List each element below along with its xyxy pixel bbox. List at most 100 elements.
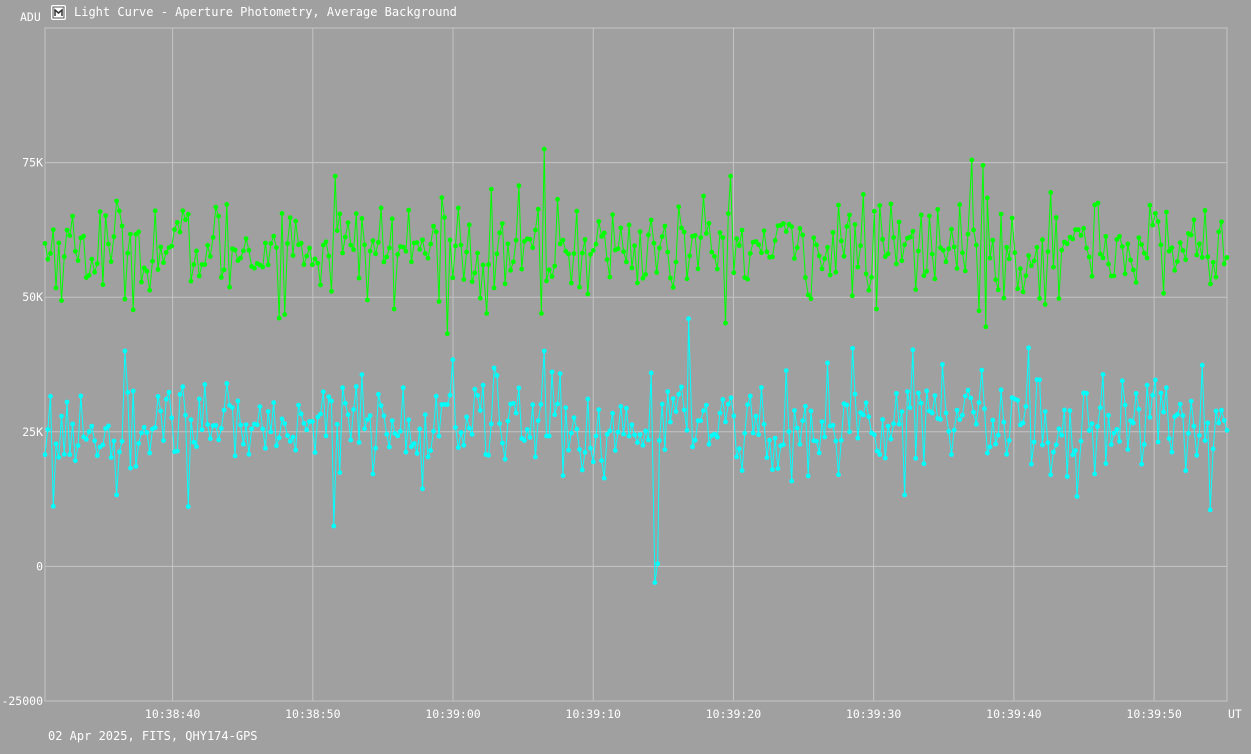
series-1-point [48, 251, 53, 256]
series-1-point [640, 275, 646, 281]
series-2-point [59, 413, 64, 419]
series-2-point [808, 408, 814, 414]
series-2-point [218, 426, 224, 431]
series-1-point [1009, 215, 1015, 221]
series-2-point [1141, 442, 1147, 447]
series-1-point [365, 297, 370, 303]
series-2-point [367, 413, 373, 418]
x-tick-label: 10:38:50 [285, 707, 340, 721]
series-1-point [648, 217, 654, 223]
series-1-point [957, 202, 963, 208]
series-1-point [599, 233, 604, 239]
series-2-point [119, 438, 125, 444]
series-1-point [1136, 235, 1142, 241]
series-1-point [687, 253, 693, 259]
series-1-point [320, 242, 326, 248]
series-1-point [337, 211, 343, 217]
series-2-point [422, 412, 428, 418]
series-1-point [632, 243, 637, 249]
series-1-point [376, 239, 381, 245]
series-2-point [290, 434, 296, 440]
series-2-point [982, 406, 987, 412]
series-1-point [1040, 237, 1045, 243]
series-1-point [995, 287, 1001, 293]
series-2-point [67, 452, 73, 458]
series-2-point [1130, 420, 1136, 426]
series-2-point [698, 418, 704, 424]
grid-layer [44, 27, 1228, 702]
series-1-point [177, 229, 183, 235]
series-2-point [866, 414, 872, 420]
series-2-point [450, 357, 456, 363]
series-1-point [980, 162, 986, 168]
series-2-point [759, 385, 764, 390]
series-1-point [387, 245, 392, 251]
series-2-point [789, 478, 795, 484]
series-2-point [932, 393, 938, 398]
series-2-point [847, 429, 852, 435]
series-1-point [1210, 259, 1216, 265]
series-2-point [998, 387, 1004, 393]
series-2-point [761, 421, 767, 427]
series-1-point [935, 207, 941, 212]
series-1-point [282, 312, 288, 317]
series-2-point [618, 404, 624, 409]
series-1-point [998, 211, 1004, 217]
series-1-point [486, 262, 491, 267]
series-1-point [965, 231, 971, 237]
series-1-point [1086, 254, 1092, 260]
series-2-point [582, 450, 588, 455]
series-2-point [882, 455, 888, 461]
series-2-point [213, 423, 219, 428]
series-1-point [252, 265, 257, 271]
series-1-point [1034, 244, 1040, 250]
series-2-point [334, 421, 340, 427]
series-1-point [728, 173, 733, 179]
series-2-point [351, 407, 356, 412]
series-2-point [373, 445, 378, 451]
series-1-point [477, 295, 483, 301]
series-2-point [753, 413, 759, 419]
series-2-point [152, 425, 158, 430]
light-curve-app-icon[interactable] [51, 4, 66, 20]
series-2-point [169, 415, 175, 421]
series-2-point [1153, 377, 1158, 383]
series-1-point [53, 285, 59, 291]
series-2-point [1216, 420, 1222, 426]
series-2-point [725, 401, 731, 407]
series-2-point [196, 396, 202, 402]
series-2-point [673, 409, 679, 414]
series-1-point [921, 273, 927, 279]
series-2-point [447, 392, 453, 398]
series-1-point [1194, 252, 1200, 258]
series-1-point [453, 243, 458, 249]
series-1-point [172, 227, 177, 232]
series-2-point [612, 448, 618, 453]
series-1-point [428, 241, 434, 247]
series-2-point [968, 395, 974, 401]
series-1-point [378, 205, 384, 211]
series-2-point [395, 433, 401, 439]
series-1-point [927, 213, 932, 219]
series-1-point [830, 230, 836, 235]
series-1-point [373, 251, 378, 257]
series-1-point [725, 211, 731, 217]
series-1-point [417, 247, 423, 252]
series-2-point [1059, 432, 1065, 438]
series-2-point [739, 468, 745, 473]
series-1-point [860, 192, 866, 197]
series-2-point [579, 467, 585, 473]
series-1-point [265, 262, 271, 268]
series-2-point [1062, 407, 1067, 413]
series-1-point [409, 259, 414, 265]
series-1-point [783, 229, 789, 235]
series-1-point [1103, 234, 1109, 239]
series-1-point [654, 270, 660, 275]
series-1-point [395, 252, 401, 257]
series-1-point [414, 240, 420, 246]
series-2-point [387, 444, 392, 450]
series-1-point [285, 241, 290, 246]
series-1-point [676, 204, 682, 210]
series-1-point [238, 255, 244, 261]
series-2-point [260, 426, 266, 432]
